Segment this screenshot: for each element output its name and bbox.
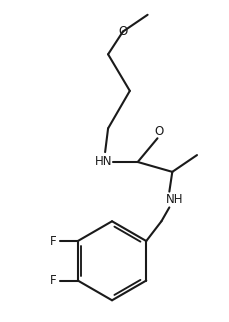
Text: O: O bbox=[154, 125, 163, 138]
Text: HN: HN bbox=[94, 156, 111, 168]
Text: O: O bbox=[118, 25, 127, 38]
Text: F: F bbox=[50, 274, 56, 287]
Text: NH: NH bbox=[165, 193, 182, 206]
Text: F: F bbox=[50, 234, 56, 248]
